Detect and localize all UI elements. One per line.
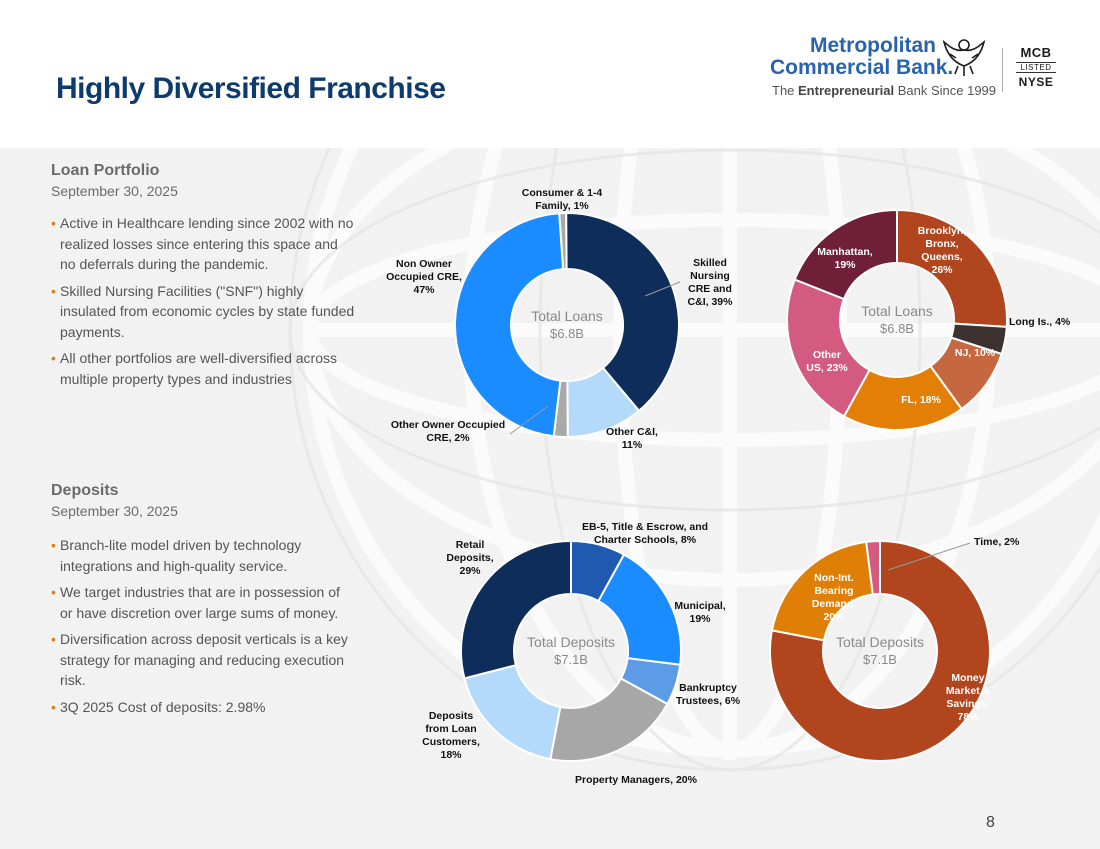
- deposits-bullets: Branch-lite model driven by technology i…: [51, 535, 356, 723]
- loan-portfolio-heading: Loan Portfolio: [51, 162, 160, 179]
- logo-tagline: The Entrepreneurial Bank Since 1999: [772, 83, 997, 98]
- data-label: Non-Int. Bearing Demand, 20%: [812, 572, 856, 623]
- list-item: We target industries that are in possess…: [51, 582, 356, 623]
- list-item: Branch-lite model driven by technology i…: [51, 535, 356, 576]
- donut-chart-3: Total Deposits $7.1B EB-5, Title & Escrow,…: [422, 521, 741, 786]
- data-label: Money Market & Savings, 78%: [946, 672, 991, 723]
- slice-non-owner-occupied-cre: [454, 212, 565, 438]
- data-label: Municipal, 19%: [674, 600, 725, 625]
- data-label: Other US, 23%: [806, 349, 848, 374]
- data-label: Skilled Nursing CRE and C&I, 39%: [688, 257, 734, 308]
- header-bar: [0, 0, 1100, 148]
- slice-manhattan: [793, 208, 898, 301]
- loan-portfolio-bullets: Active in Healthcare lending since 2002 …: [51, 213, 356, 395]
- logo-text-line1: Metropolitan: [810, 34, 936, 57]
- center-label-title: Total Loans: [531, 308, 603, 324]
- data-label: Deposits from Loan Customers, 18%: [422, 710, 480, 761]
- slice-retail-deposits: [460, 539, 572, 680]
- center-label-value: $7.1B: [554, 652, 588, 667]
- leader-line: [509, 405, 549, 435]
- donut-chart-2: Total Loans $6.8B Brooklyn, Bronx, Queens, 26…: [786, 208, 1071, 431]
- data-label: EB-5, Title & Escrow, and Charter Schools…: [582, 521, 708, 546]
- list-item: All other portfolios are well-diversifie…: [51, 348, 356, 389]
- slice-money-market-savings: [769, 539, 991, 762]
- list-item: Active in Healthcare lending since 2002 …: [51, 213, 356, 275]
- list-item: 3Q 2025 Cost of deposits: 2.98%: [51, 697, 356, 718]
- data-label: Other C&I, 11%: [606, 426, 658, 451]
- slice-other-us: [786, 278, 871, 418]
- center-label-title: Total Deposits: [836, 634, 924, 650]
- leader-line: [887, 542, 971, 571]
- data-label: Consumer & 1-4 Family, 1%: [522, 187, 603, 212]
- slice-municipal: [597, 553, 682, 666]
- nyse-listing-badge: MCB LISTED NYSE: [1016, 45, 1056, 89]
- company-logo: Metropolitan Commercial Bank. The Entrep…: [770, 34, 1070, 104]
- slice-skilled-nursing-cre-and-c-i: [565, 212, 680, 413]
- center-label-title: Total Deposits: [527, 634, 615, 650]
- data-label: Other Owner Occupied CRE, 2%: [391, 419, 505, 444]
- center-label-title: Total Loans: [861, 303, 933, 319]
- data-label: Non Owner Occupied CRE, 47%: [386, 258, 462, 296]
- data-label: Brooklyn, Bronx, Queens, 26%: [918, 225, 967, 276]
- loan-portfolio-date: September 30, 2025: [51, 183, 178, 199]
- deposits-heading: Deposits: [51, 482, 119, 499]
- center-label-value: $6.8B: [550, 326, 584, 341]
- center-label-value: $6.8B: [880, 321, 914, 336]
- data-label: Long Is., 4%: [1009, 316, 1071, 328]
- donut-chart-1: Total Loans $6.8B Consumer & 1-4 Family, 1%…: [386, 187, 733, 451]
- slice-brooklyn-bronx-queens: [896, 208, 1008, 328]
- eagle-icon: [942, 39, 986, 76]
- data-label: Property Managers, 20%: [575, 774, 698, 786]
- list-item: Diversification across deposit verticals…: [51, 629, 356, 691]
- logo-text-line2: Commercial Bank.: [770, 56, 954, 79]
- data-label: NJ, 10%: [955, 347, 996, 359]
- data-label: FL, 18%: [901, 394, 941, 406]
- deposits-date: September 30, 2025: [51, 503, 178, 519]
- data-label: Retail Deposits, 29%: [446, 539, 493, 577]
- data-label: Manhattan, 19%: [817, 246, 873, 271]
- data-label: Bankruptcy Trustees, 6%: [676, 682, 741, 707]
- page-title: Highly Diversified Franchise: [56, 72, 446, 105]
- slice-time: [865, 539, 881, 596]
- donut-chart-4: Total Deposits $7.1B Money Market & Savings,…: [769, 536, 1020, 762]
- logo-divider: [1002, 48, 1003, 92]
- leader-line: [644, 281, 681, 297]
- data-label: Time, 2%: [974, 536, 1020, 548]
- center-label-value: $7.1B: [863, 652, 897, 667]
- page-number: 8: [986, 814, 995, 831]
- list-item: Skilled Nursing Facilities ("SNF") highl…: [51, 281, 356, 343]
